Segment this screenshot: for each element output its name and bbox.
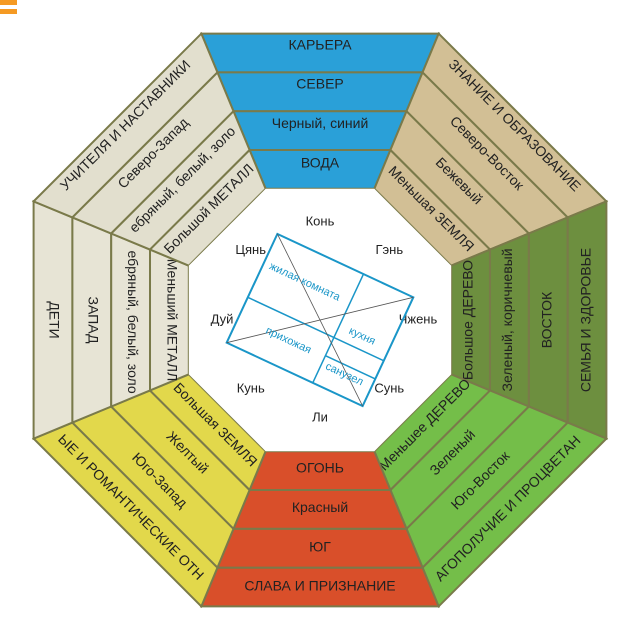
trigram-line	[0, 0, 17, 5]
sector-west-label-3: Меньший МЕТАЛЛ	[164, 259, 180, 382]
sector-south-label-3: ОГОНЬ	[296, 460, 344, 476]
sector-south-label-2: Красный	[292, 499, 348, 515]
trigram-label-northeast: Гэнь	[375, 242, 403, 257]
bagua-diagram: КАРЬЕРАСЕВЕРЧерный, синийВОДАЗНАНИЕ И ОБ…	[0, 0, 640, 640]
sector-south-label-0: СЛАВА И ПРИЗНАНИЕ	[244, 578, 395, 594]
sector-west-label-0: ДЕТИ	[46, 301, 62, 338]
trigram-label-west: Дуй	[211, 311, 234, 326]
trigram-label-east: Чжень	[399, 311, 438, 326]
trigram-label-northwest: Цянь	[235, 242, 266, 257]
trigram-label-south: Ли	[312, 409, 328, 424]
sector-north-label-1: СЕВЕР	[296, 76, 344, 92]
sector-north-label-3: ВОДА	[301, 154, 340, 170]
trigram-label-north: Конь	[306, 213, 335, 228]
sector-north-label-2: Черный, синий	[272, 115, 369, 131]
sector-north-label-0: КАРЬЕРА	[288, 36, 352, 52]
sector-south-label-1: ЮГ	[309, 538, 331, 554]
sector-east-label-0: СЕМЬЯ И ЗДОРОВЬЕ	[578, 248, 594, 392]
sector-east-label-1: ВОСТОК	[538, 291, 554, 348]
trigram-label-southwest: Кунь	[237, 381, 265, 396]
sector-east-label-3: Большое ДЕРЕВО	[460, 260, 476, 380]
trigram-label-southeast: Сунь	[374, 381, 404, 396]
sector-east-label-2: Зеленый, коричневый	[499, 248, 515, 391]
trigram-line	[0, 9, 17, 14]
sector-west-label-1: ЗАПАД	[86, 296, 102, 344]
